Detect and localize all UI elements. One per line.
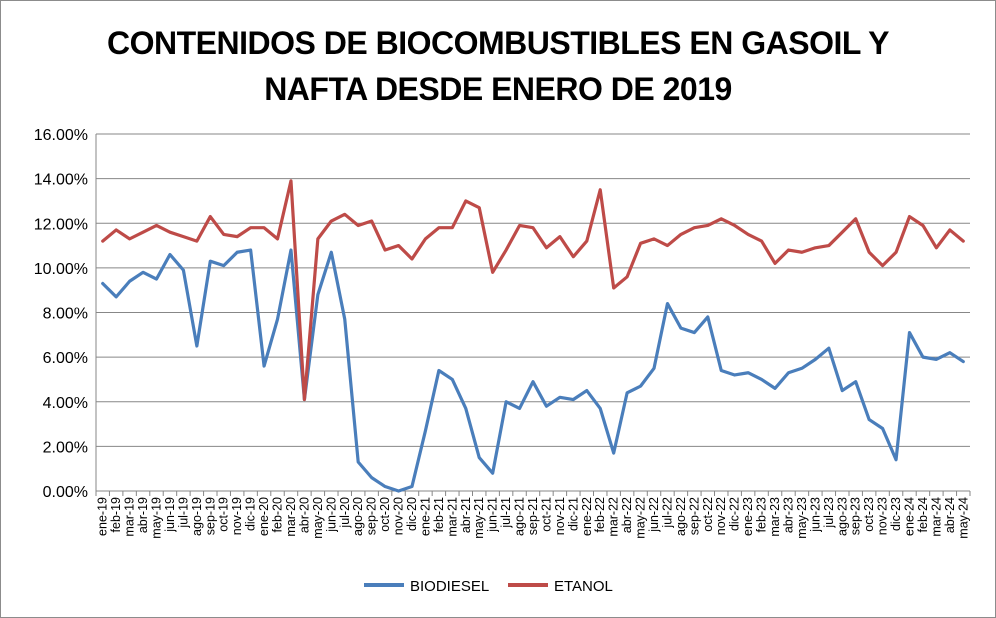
axes <box>95 134 971 496</box>
x-tick-label: abr-20 <box>297 497 311 533</box>
chart-title-line-2: NAFTA DESDE ENERO DE 2019 <box>264 71 732 107</box>
x-tick-label: may-24 <box>956 497 970 539</box>
x-tick-label: feb-24 <box>916 497 930 532</box>
x-tick-label: nov-21 <box>553 497 567 535</box>
x-tick-label: nov-23 <box>876 497 890 535</box>
y-tick-label: 0.00% <box>43 484 88 501</box>
x-tick-label: jul-23 <box>822 497 836 529</box>
x-tick-label: jul-22 <box>660 497 674 529</box>
y-tick-label: 4.00% <box>43 395 88 412</box>
x-tick-label: ene-21 <box>418 497 432 536</box>
x-tick-label: nov-20 <box>392 497 406 535</box>
y-tick-label: 12.00% <box>34 216 88 233</box>
y-tick-label: 14.00% <box>34 172 88 189</box>
x-tick-label: ene-24 <box>902 497 916 536</box>
x-tick-label: abr-22 <box>620 497 634 533</box>
x-tick-label: oct-22 <box>701 497 715 532</box>
x-tick-label: mar-21 <box>445 497 459 537</box>
x-tick-label: dic-21 <box>566 497 580 531</box>
x-tick-label: ago-23 <box>835 497 849 536</box>
x-tick-label: abr-21 <box>459 497 473 533</box>
x-tick-label: dic-23 <box>889 497 903 531</box>
x-tick-label: mar-22 <box>607 497 621 537</box>
x-tick-label: ago-21 <box>513 497 527 536</box>
x-tick-label: jun-20 <box>324 497 338 533</box>
x-tick-label: mar-24 <box>929 497 943 537</box>
x-tick-label: ene-23 <box>741 497 755 536</box>
chart-title-line-1: CONTENIDOS DE BIOCOMBUSTIBLES EN GASOIL … <box>107 25 889 61</box>
x-tick-label: sep-19 <box>203 497 217 535</box>
x-tick-label: feb-19 <box>109 497 123 532</box>
x-tick-label: ene-22 <box>580 497 594 536</box>
y-tick-labels: 0.00% 2.00% 4.00% 6.00% 8.00% 10.00% 12.00% 14.… <box>34 127 88 501</box>
series-line-etanol <box>101 179 965 402</box>
x-tick-label: mar-23 <box>768 497 782 537</box>
x-tick-label: ago-20 <box>351 497 365 536</box>
y-tick-label: 2.00% <box>43 439 88 456</box>
x-tick-label: ago-19 <box>190 497 204 536</box>
x-tick-label: oct-23 <box>862 497 876 532</box>
x-tick-label: sep-22 <box>687 497 701 535</box>
x-tick-label: feb-23 <box>755 497 769 532</box>
x-tick-label: ene-19 <box>96 497 110 536</box>
x-tick-label: dic-19 <box>244 497 258 531</box>
x-tick-label: may-21 <box>472 497 486 539</box>
x-tick-label: feb-20 <box>271 497 285 532</box>
x-tick-label: jun-22 <box>647 497 661 533</box>
x-tick-label: sep-21 <box>526 497 540 535</box>
x-tick-label: jun-21 <box>486 497 500 533</box>
x-tick-label: dic-20 <box>405 497 419 531</box>
x-tick-label: sep-20 <box>365 497 379 535</box>
y-tick-label: 10.00% <box>34 261 88 278</box>
x-tick-label: ene-20 <box>257 497 271 536</box>
legend-label-etanol: ETANOL <box>554 578 613 595</box>
x-tick-label: mar-19 <box>123 497 137 537</box>
x-tick-label: jun-19 <box>163 497 177 533</box>
x-tick-label: jul-19 <box>176 497 190 529</box>
x-tick-label: mar-20 <box>284 497 298 537</box>
x-tick-label: dic-22 <box>728 497 742 531</box>
legend-label-biodiesel: BIODIESEL <box>410 578 489 595</box>
y-tick-label: 6.00% <box>43 350 88 367</box>
x-tick-label: feb-22 <box>593 497 607 532</box>
x-tick-labels: ene-19 feb-19 mar-19 abr-19 may-19 jun-19 jul-… <box>96 497 971 539</box>
series-lines <box>101 179 965 493</box>
legend: BIODIESEL ETANOL <box>364 578 613 595</box>
x-tick-label: may-19 <box>150 497 164 539</box>
grid-lines <box>96 133 970 447</box>
x-tick-label: jun-23 <box>808 497 822 533</box>
x-tick-label: jul-20 <box>338 497 352 529</box>
x-tick-label: ago-22 <box>674 497 688 536</box>
x-tick-label: abr-19 <box>136 497 150 533</box>
chart-title: CONTENIDOS DE BIOCOMBUSTIBLES EN GASOIL … <box>0 20 996 112</box>
x-tick-label: jul-21 <box>499 497 513 529</box>
series-line-biodiesel <box>101 248 965 493</box>
x-tick-label: abr-23 <box>781 497 795 533</box>
x-tick-label: sep-23 <box>849 497 863 535</box>
x-tick-label: nov-19 <box>230 497 244 535</box>
x-tick-label: oct-21 <box>539 497 553 532</box>
x-tick-label: may-22 <box>634 497 648 539</box>
x-tick-label: may-20 <box>311 497 325 539</box>
x-tick-label: nov-22 <box>714 497 728 535</box>
x-tick-label: oct-20 <box>378 497 392 532</box>
x-tick-label: oct-19 <box>217 497 231 532</box>
x-tick-label: may-23 <box>795 497 809 539</box>
x-tick-label: feb-21 <box>432 497 446 532</box>
x-tick-label: abr-24 <box>943 497 957 533</box>
y-tick-label: 16.00% <box>34 127 88 144</box>
y-tick-label: 8.00% <box>43 306 88 323</box>
